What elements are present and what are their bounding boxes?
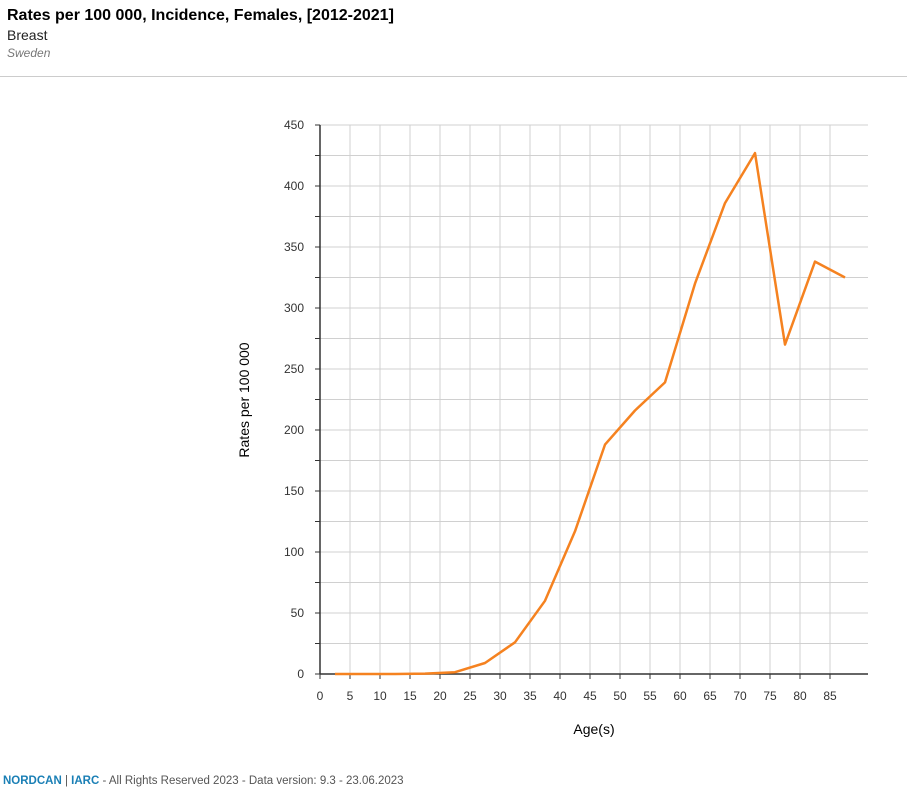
- series-line-breast: [335, 151, 846, 676]
- y-tick-label: 0: [297, 667, 304, 681]
- line-chart: 0 50 100 150 200 250 300 350 400 450 0 5 10 15 20 25 30 3…: [236, 118, 868, 737]
- x-tick-label: 60: [673, 689, 687, 703]
- x-tick-label: 80: [793, 689, 807, 703]
- grid: [320, 124, 868, 674]
- x-tick-label: 35: [523, 689, 537, 703]
- y-tick-label: 50: [291, 606, 305, 620]
- x-tick-label: 30: [493, 689, 507, 703]
- x-tick-label: 0: [317, 689, 324, 703]
- y-tick-label: 150: [284, 484, 304, 498]
- iarc-link[interactable]: IARC: [71, 775, 100, 787]
- country: Sweden: [7, 46, 51, 60]
- header-divider: [0, 76, 907, 77]
- x-tick-label: 75: [763, 689, 777, 703]
- nordcan-link[interactable]: NORDCAN: [3, 775, 62, 787]
- y-tick-label: 200: [284, 423, 304, 437]
- x-tick-label: 20: [433, 689, 447, 703]
- x-tick-label: 85: [823, 689, 837, 703]
- axes: 0 50 100 150 200 250 300 350 400 450 0 5 10 15 20 25 30 3…: [284, 118, 868, 703]
- x-tick-label: 10: [373, 689, 387, 703]
- y-tick-label: 100: [284, 545, 304, 559]
- y-tick-label: 400: [284, 179, 304, 193]
- cancer-site: Breast: [7, 27, 48, 43]
- x-tick-label: 5: [347, 689, 354, 703]
- x-tick-label: 45: [583, 689, 597, 703]
- x-tick-label: 40: [553, 689, 567, 703]
- footer: NORDCAN | IARC - All Rights Reserved 202…: [3, 775, 404, 787]
- x-tick-label: 50: [613, 689, 627, 703]
- footer-sep: |: [61, 775, 72, 787]
- footer-text: - All Rights Reserved 2023 - Data versio…: [99, 775, 404, 787]
- y-tick-label: 300: [284, 301, 304, 315]
- y-tick-label: 450: [284, 118, 304, 132]
- x-tick-label: 65: [703, 689, 717, 703]
- x-tick-label: 55: [643, 689, 657, 703]
- x-tick-label: 25: [463, 689, 477, 703]
- chart-title: Rates per 100 000, Incidence, Females, […: [7, 7, 394, 24]
- x-tick-label: 70: [733, 689, 747, 703]
- y-tick-label: 350: [284, 240, 304, 254]
- x-axis-label: Age(s): [573, 721, 614, 737]
- x-tick-label: 15: [403, 689, 417, 703]
- y-tick-label: 250: [284, 362, 304, 376]
- y-axis-label: Rates per 100 000: [236, 342, 252, 457]
- chart-header: Rates per 100 000, Incidence, Females, […: [7, 7, 394, 60]
